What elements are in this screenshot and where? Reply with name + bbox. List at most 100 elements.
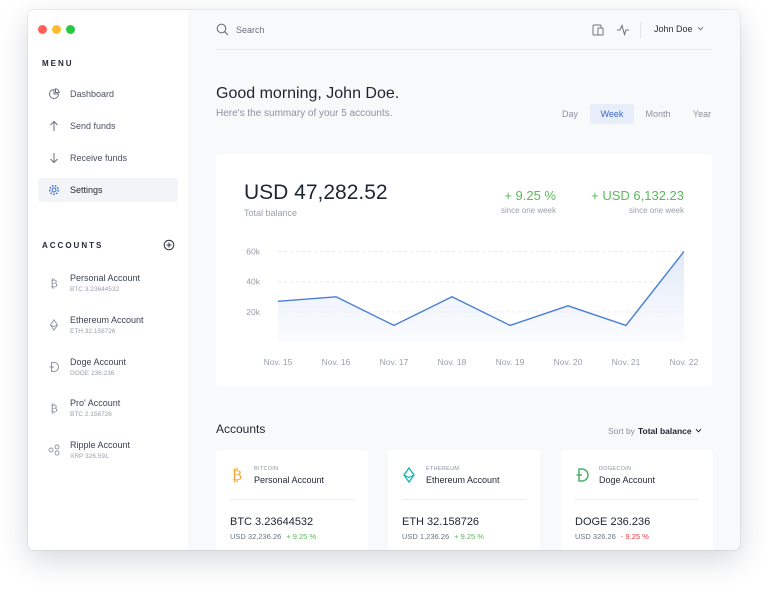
account-card-doge[interactable]: DOGECOIN Doge Account DOGE 236.236 USD 3…: [561, 450, 713, 550]
usd-change-label: since one week: [628, 206, 684, 215]
account-card-personal[interactable]: ₿ BITCOIN Personal Account BTC 3.2364453…: [216, 450, 368, 550]
account-card-ethereum[interactable]: ETHEREUM Ethereum Account ETH 32.158726 …: [388, 450, 540, 550]
sidebar-account-pro[interactable]: ₿ Pro' Account BTC 2.158726: [48, 396, 183, 424]
svg-text:₿: ₿: [232, 467, 242, 483]
range-week-button[interactable]: Week: [590, 104, 634, 124]
user-name: John Doe: [654, 24, 693, 34]
account-name: Ethereum Account: [70, 315, 144, 325]
x-tick-label: Nov. 15: [264, 357, 293, 367]
sidebar-item-label: Receive funds: [70, 153, 128, 163]
sort-value: Total balance: [637, 426, 692, 436]
svg-text:₿: ₿: [50, 277, 58, 289]
svg-text:₿: ₿: [50, 402, 58, 414]
balance-card: USD 47,282.52 Total balance + 9.25 % sin…: [216, 154, 712, 386]
range-year-button[interactable]: Year: [692, 109, 712, 119]
y-tick-label: 40k: [246, 277, 260, 287]
doge-icon: [575, 467, 589, 483]
account-name: Pro' Account: [70, 398, 121, 408]
y-tick-label: 60k: [246, 247, 260, 257]
account-amount: BTC 3.23644532: [230, 516, 314, 528]
chart-area-fill: [278, 251, 684, 342]
account-name: Doge Account: [70, 357, 127, 367]
close-window-button[interactable]: [38, 25, 47, 34]
page-title: Good morning, John Doe.: [216, 85, 400, 102]
x-tick-label: Nov. 18: [438, 357, 467, 367]
balance-chart: Nov. 15 Nov. 16 Nov. 17 Nov. 18 Nov. 19 Nov. …: [246, 247, 699, 367]
card-divider: [575, 499, 699, 500]
account-balance: XRP 326.591: [70, 453, 109, 460]
percent-change-label: since one week: [500, 206, 556, 215]
account-name: Doge Account: [599, 475, 656, 485]
accounts-section-title: Accounts: [216, 422, 266, 436]
account-change: - 9.25 %: [620, 532, 649, 541]
account-usd-row: USD 32,236.26 + 9.25 %: [230, 532, 316, 541]
x-tick-label: Nov. 16: [322, 357, 351, 367]
x-tick-label: Nov. 17: [380, 357, 409, 367]
wallet-icon[interactable]: [591, 23, 605, 37]
main-content: John Doe Good morning, John Doe. Here's …: [188, 10, 740, 550]
ethereum-icon: [48, 319, 60, 331]
account-name: Personal Account: [70, 273, 141, 283]
sidebar-item-label: Send funds: [70, 121, 116, 131]
bitcoin-icon: ₿: [48, 402, 60, 414]
maximize-window-button[interactable]: [66, 25, 75, 34]
account-balance: BTC 2.158726: [70, 411, 112, 418]
account-name: Ripple Account: [70, 440, 131, 450]
activity-icon[interactable]: [616, 23, 630, 37]
sidebar-account-doge[interactable]: Doge Account DOGE 236.236: [48, 355, 183, 383]
sidebar-item-settings[interactable]: Settings: [38, 178, 178, 202]
topbar-divider: [640, 22, 641, 38]
sort-prefix: Sort by: [608, 426, 635, 436]
account-usd-value: USD 1,236.26: [402, 532, 450, 541]
account-name: Ethereum Account: [426, 475, 500, 485]
ethereum-icon: [402, 467, 416, 483]
account-change: + 9.25 %: [454, 532, 484, 541]
add-account-icon[interactable]: [163, 238, 175, 251]
card-divider: [402, 499, 526, 500]
percent-change: + 9.25 %: [504, 188, 556, 203]
sidebar-item-receive-funds[interactable]: Receive funds: [38, 146, 178, 170]
sidebar-item-label: Settings: [70, 185, 103, 195]
sidebar-item-send-funds[interactable]: Send funds: [38, 114, 178, 138]
account-balance: DOGE 236.236: [70, 370, 115, 377]
search-input[interactable]: [236, 22, 436, 38]
chart-series-line: [277, 251, 685, 327]
account-name: Personal Account: [254, 475, 325, 485]
account-amount: DOGE 236.236: [575, 516, 651, 528]
sidebar: MENU Dashboard Send funds Receive funds …: [28, 10, 188, 550]
page-subtitle: Here's the summary of your 5 accounts.: [216, 108, 393, 119]
gear-icon: [48, 184, 60, 196]
bitcoin-icon: ₿: [230, 467, 244, 483]
account-type: DOGECOIN: [599, 466, 632, 472]
arrow-down-icon: [48, 152, 60, 164]
account-balance: ETH 32.158726: [70, 328, 116, 335]
range-day-button[interactable]: Day: [561, 109, 578, 119]
sidebar-account-personal[interactable]: ₿ Personal Account BTC 3.23644532: [48, 271, 183, 299]
app-window: MENU Dashboard Send funds Receive funds …: [28, 10, 740, 550]
card-divider: [230, 499, 354, 500]
x-tick-label: Nov. 20: [554, 357, 583, 367]
sidebar-item-dashboard[interactable]: Dashboard: [38, 82, 178, 106]
account-change: + 9.25 %: [286, 532, 317, 541]
y-tick-label: 20k: [246, 307, 260, 317]
sidebar-account-ethereum[interactable]: Ethereum Account ETH 32.158726: [48, 313, 183, 341]
top-bar: John Doe: [216, 10, 712, 50]
search-icon: [216, 23, 229, 36]
total-balance: USD 47,282.52: [244, 181, 388, 204]
range-month-button[interactable]: Month: [645, 109, 671, 119]
account-usd-row: USD 1,236.26 + 9.25 %: [402, 532, 484, 541]
minimize-window-button[interactable]: [52, 25, 61, 34]
sidebar-account-ripple[interactable]: Ripple Account XRP 326.591: [48, 438, 183, 466]
x-tick-label: Nov. 22: [670, 357, 699, 367]
doge-icon: [48, 361, 60, 373]
x-tick-label: Nov. 19: [496, 357, 525, 367]
chevron-down-icon: [697, 24, 704, 34]
chevron-down-icon: [695, 426, 702, 436]
window-controls: [38, 25, 75, 34]
user-menu[interactable]: John Doe: [654, 24, 704, 34]
arrow-up-icon: [48, 120, 60, 132]
sidebar-item-label: Dashboard: [70, 89, 115, 99]
bitcoin-icon: ₿: [48, 277, 60, 289]
account-type: ETHEREUM: [426, 466, 460, 472]
sort-dropdown[interactable]: Sort by Total balance: [608, 426, 702, 436]
